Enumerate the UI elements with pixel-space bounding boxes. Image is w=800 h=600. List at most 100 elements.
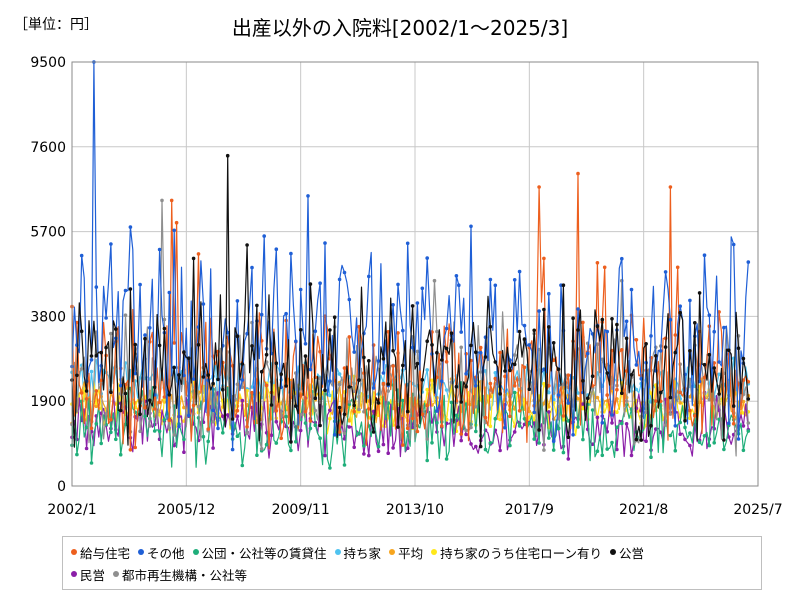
data-point xyxy=(561,283,566,288)
data-point xyxy=(347,385,352,389)
data-point xyxy=(337,430,342,434)
data-point xyxy=(581,379,585,383)
data-point xyxy=(566,373,571,378)
y-tick-label: 7600 xyxy=(30,140,66,156)
data-point xyxy=(376,444,381,449)
data-point xyxy=(561,414,566,418)
data-point xyxy=(143,414,147,419)
data-point xyxy=(386,451,391,456)
data-point xyxy=(644,342,648,346)
data-point xyxy=(191,403,196,408)
data-point xyxy=(566,435,571,440)
data-point xyxy=(298,394,303,398)
data-point xyxy=(537,441,541,445)
data-point xyxy=(493,283,498,288)
data-point xyxy=(678,401,682,405)
data-point xyxy=(600,421,605,425)
data-point xyxy=(688,431,692,435)
data-point xyxy=(425,403,430,408)
data-point xyxy=(435,409,439,413)
data-point xyxy=(542,448,546,452)
data-point xyxy=(405,241,410,246)
data-point xyxy=(746,429,751,433)
data-point xyxy=(717,372,721,377)
data-point xyxy=(182,437,186,442)
data-point xyxy=(707,313,712,318)
data-point xyxy=(381,442,386,447)
data-point xyxy=(503,369,507,373)
data-point xyxy=(264,352,269,357)
data-point xyxy=(401,363,405,368)
data-point xyxy=(746,421,751,425)
data-point xyxy=(697,440,702,445)
data-point xyxy=(196,343,201,347)
data-point xyxy=(483,447,488,452)
data-point xyxy=(303,342,308,346)
data-point xyxy=(128,448,133,452)
data-point xyxy=(211,408,215,413)
data-point xyxy=(459,432,464,436)
data-point xyxy=(250,385,254,389)
data-point xyxy=(410,304,415,308)
legend: 給与住宅 その他 公団・公社等の賃貸住 持ち家 平均 持ち家のうち住宅ローン有り 公営 民営… xyxy=(62,536,762,590)
data-point xyxy=(367,407,371,411)
data-point xyxy=(610,317,614,321)
data-point xyxy=(94,285,99,289)
data-point xyxy=(464,384,468,389)
data-point xyxy=(225,330,230,335)
data-point xyxy=(624,399,629,403)
data-point xyxy=(488,441,493,445)
data-point xyxy=(235,434,240,439)
legend-marker-icon xyxy=(113,571,120,577)
data-point xyxy=(274,419,279,424)
data-point xyxy=(133,371,137,376)
data-point xyxy=(308,426,313,431)
y-tick-label: 1900 xyxy=(30,394,66,410)
data-point xyxy=(298,287,303,292)
data-point xyxy=(381,357,386,361)
data-point xyxy=(488,277,493,282)
data-point xyxy=(605,447,609,451)
data-point xyxy=(201,375,206,379)
data-point xyxy=(264,442,269,447)
data-point xyxy=(89,426,94,431)
data-point xyxy=(323,453,327,458)
data-point xyxy=(157,343,162,348)
data-point xyxy=(376,449,381,454)
data-point xyxy=(678,420,682,425)
data-point xyxy=(658,390,663,395)
data-point xyxy=(576,328,580,332)
data-point xyxy=(89,369,94,374)
data-point xyxy=(347,400,352,404)
data-point xyxy=(469,442,473,446)
data-point xyxy=(182,373,186,378)
data-point xyxy=(727,348,731,353)
data-point xyxy=(678,390,682,395)
x-tick-label: 2025/7 xyxy=(733,502,782,518)
data-point xyxy=(678,432,682,437)
data-point xyxy=(376,359,381,363)
data-point xyxy=(337,405,342,410)
data-point xyxy=(337,382,342,387)
data-point xyxy=(590,374,595,379)
data-point xyxy=(415,429,420,434)
data-point xyxy=(459,438,464,443)
data-point xyxy=(444,388,449,392)
data-point xyxy=(707,397,712,402)
data-point xyxy=(527,387,532,392)
data-point xyxy=(104,316,108,320)
data-point xyxy=(581,406,585,411)
data-point xyxy=(177,424,181,429)
data-point xyxy=(576,171,580,176)
data-point xyxy=(615,425,619,430)
data-point xyxy=(216,377,220,382)
data-point xyxy=(162,326,167,331)
data-point xyxy=(235,299,240,303)
data-point xyxy=(727,435,731,439)
data-point xyxy=(191,256,196,261)
data-point xyxy=(230,447,235,452)
data-point xyxy=(624,422,629,426)
data-point xyxy=(201,302,206,306)
data-point xyxy=(211,419,215,424)
data-point xyxy=(610,440,614,445)
